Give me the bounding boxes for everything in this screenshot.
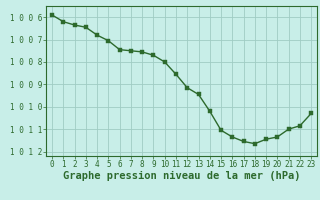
X-axis label: Graphe pression niveau de la mer (hPa): Graphe pression niveau de la mer (hPa)	[63, 171, 300, 181]
